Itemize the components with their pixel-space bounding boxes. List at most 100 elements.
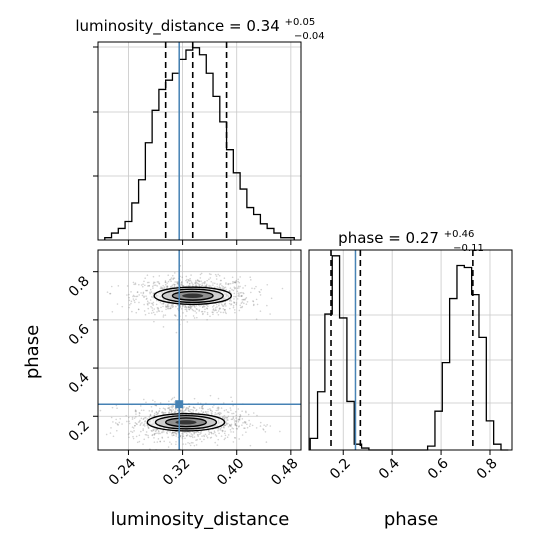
sample-point <box>136 291 139 293</box>
sample-point <box>214 273 217 276</box>
sample-point <box>142 409 145 412</box>
sample-point <box>137 308 140 311</box>
sample-point <box>190 307 192 310</box>
sample-point <box>151 409 153 412</box>
sample-point <box>180 411 183 414</box>
sample-point <box>151 410 153 413</box>
sample-point <box>193 431 196 434</box>
sample-point <box>212 406 214 408</box>
sample-point <box>241 294 243 297</box>
sample-point <box>206 279 208 282</box>
sample-point <box>217 409 219 412</box>
sample-point <box>143 398 145 401</box>
sample-point <box>198 280 201 282</box>
sample-point <box>151 296 153 298</box>
sample-point <box>158 282 160 284</box>
sample-point <box>223 425 225 427</box>
sample-point <box>166 282 168 284</box>
sample-point <box>218 285 221 287</box>
sample-point <box>175 281 178 283</box>
sample-point <box>241 434 244 436</box>
sample-point <box>235 280 237 282</box>
sample-point <box>161 411 163 414</box>
sample-point <box>216 427 219 430</box>
sample-point <box>229 298 232 301</box>
sample-point <box>229 428 232 431</box>
sample-point <box>229 287 232 289</box>
sample-point <box>204 281 206 283</box>
sample-point <box>190 306 193 308</box>
sample-point <box>240 295 243 297</box>
sample-point <box>198 309 201 311</box>
sample-point <box>235 427 238 430</box>
sample-point <box>203 282 206 285</box>
sample-point <box>188 306 190 308</box>
sample-point <box>242 298 245 301</box>
sample-point <box>238 416 241 418</box>
sample-point <box>175 443 177 446</box>
sample-point <box>215 303 218 306</box>
sample-point <box>211 306 214 308</box>
sample-point <box>181 435 184 437</box>
sample-point <box>197 434 199 436</box>
sample-point <box>187 306 190 309</box>
sample-point <box>148 302 151 304</box>
sample-point <box>176 409 179 412</box>
sample-point <box>128 416 130 419</box>
density-contour-mode0-level0 <box>153 286 233 306</box>
sample-point <box>252 412 255 414</box>
sample-point <box>237 420 240 423</box>
sample-point <box>210 436 213 439</box>
sample-point <box>135 435 138 438</box>
sample-point <box>156 307 159 309</box>
sample-point <box>200 407 203 410</box>
sample-point <box>241 424 243 426</box>
sample-point <box>232 280 234 283</box>
sample-point <box>233 309 236 311</box>
sample-point <box>190 433 193 435</box>
sample-point <box>121 423 123 425</box>
sample-point <box>200 272 203 275</box>
sample-point <box>198 310 200 312</box>
sample-point <box>133 283 135 286</box>
sample-point <box>167 407 169 410</box>
sample-point <box>146 418 149 420</box>
sample-point <box>156 428 159 431</box>
sample-point <box>221 287 224 290</box>
sample-point <box>148 410 151 412</box>
sample-point <box>270 297 273 300</box>
sample-point <box>235 424 238 427</box>
sample-point <box>203 285 205 287</box>
sample-point <box>259 310 262 312</box>
sample-point <box>181 409 184 412</box>
sample-point <box>237 295 240 297</box>
sample-point <box>161 287 163 290</box>
sample-point <box>193 305 196 308</box>
sample-point <box>228 290 231 293</box>
sample-point <box>146 297 148 300</box>
sample-point <box>180 280 183 283</box>
sample-point <box>180 319 183 321</box>
sample-point <box>181 436 184 438</box>
sample-point <box>238 418 240 421</box>
sample-point <box>144 313 147 316</box>
sample-point <box>175 331 178 334</box>
sample-point <box>112 421 114 423</box>
sample-point <box>126 285 129 287</box>
sample-point <box>238 295 241 297</box>
sample-point <box>224 437 227 439</box>
sample-point <box>166 286 168 288</box>
sample-point <box>150 312 153 314</box>
sample-point <box>241 298 244 301</box>
sample-point <box>265 425 267 427</box>
sample-point <box>228 282 230 285</box>
sample-point <box>249 276 252 279</box>
sample-point <box>136 295 139 298</box>
sample-point <box>171 306 174 308</box>
sample-point <box>172 431 174 434</box>
sample-point <box>109 292 112 295</box>
sample-point <box>230 418 233 421</box>
sample-point <box>166 304 169 307</box>
sample-point <box>188 279 190 281</box>
